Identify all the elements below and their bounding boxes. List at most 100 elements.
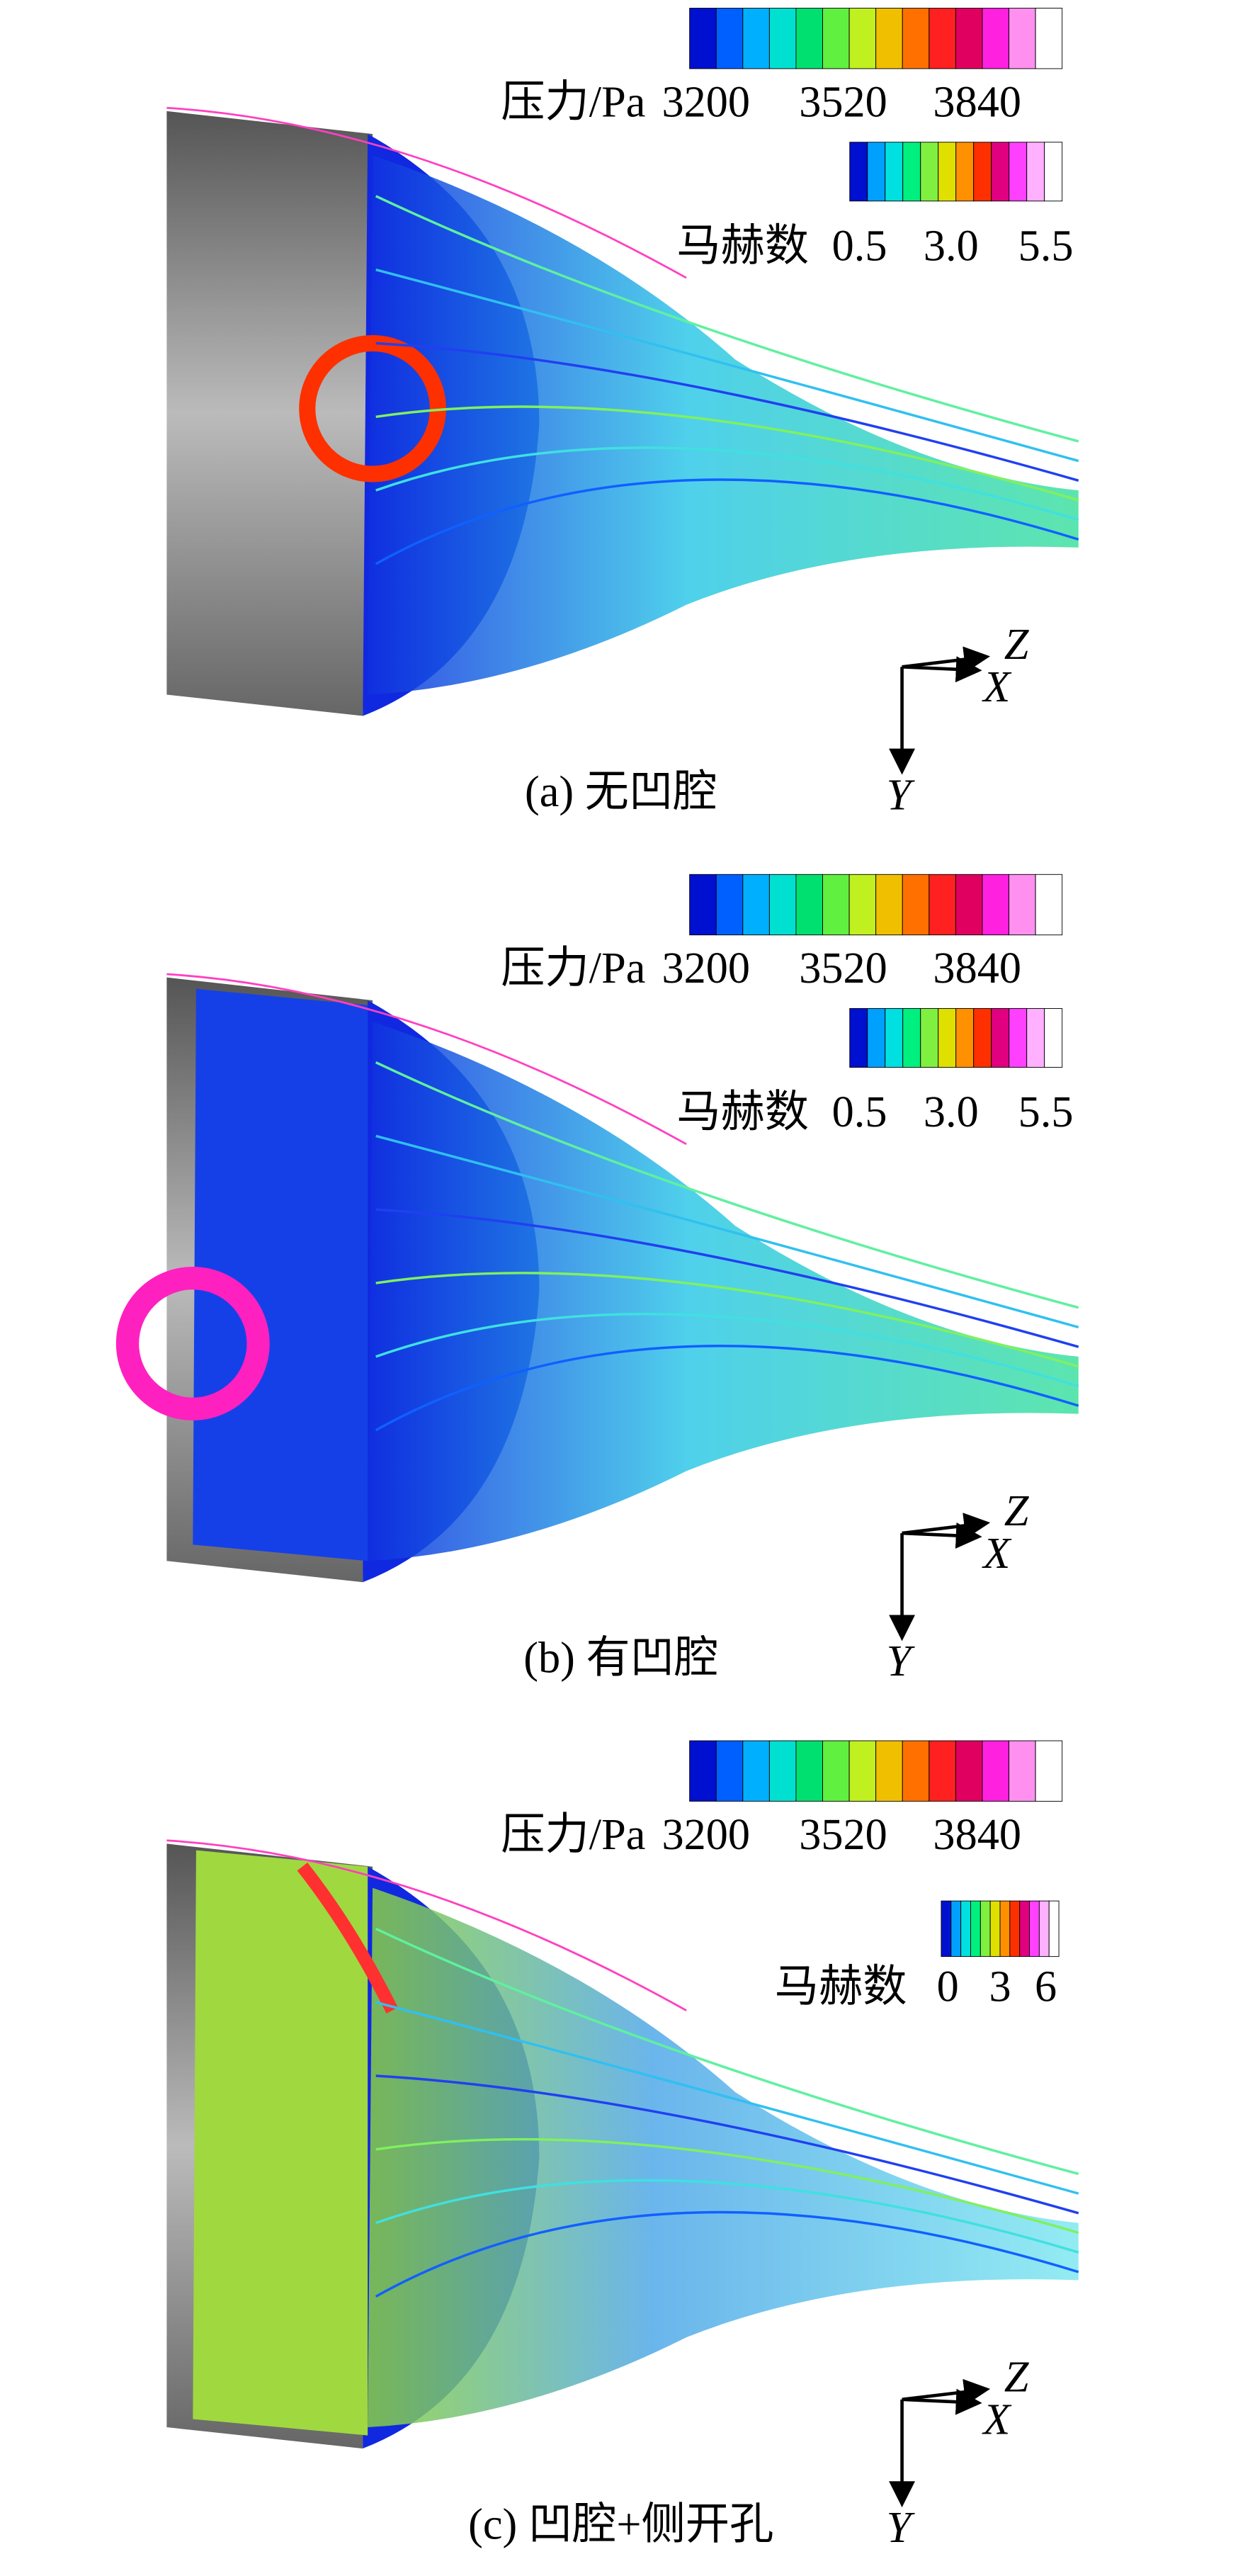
pressure-color-cell	[902, 874, 930, 936]
pressure-color-cell	[1009, 8, 1036, 69]
pressure-color-cell	[822, 874, 850, 936]
mach-legend-label: 马赫数	[775, 1962, 907, 2011]
pressure-color-cell	[875, 1740, 903, 1802]
pressure-color-cell	[955, 874, 983, 936]
pressure-color-cell	[822, 8, 850, 69]
mach-color-cell	[960, 1900, 971, 1958]
streamline	[375, 2001, 1079, 2195]
streamline	[375, 1208, 1079, 1348]
stagnation-ring	[299, 334, 446, 482]
mach-color-cell	[941, 1900, 952, 1958]
pressure-color-cell	[768, 874, 797, 936]
pressure-tick-label: 3200	[661, 1810, 750, 1859]
pressure-tick-label: 3200	[661, 77, 750, 126]
pressure-color-cell	[848, 8, 877, 69]
streamline	[375, 446, 1079, 521]
pressure-color-cell	[715, 8, 744, 69]
pressure-color-cell	[1009, 874, 1036, 936]
streamline	[375, 478, 1079, 565]
mach-tick-label: 5.5	[1018, 221, 1074, 270]
axis-y-label: Y	[887, 2503, 916, 2552]
mach-color-cell	[955, 142, 975, 202]
mach-tick-label: 3	[989, 1962, 1011, 2011]
mach-color-cell	[1009, 1900, 1021, 1958]
streamline	[375, 1134, 1079, 1329]
pressure-color-cell	[795, 874, 823, 936]
panel: 压力/Pa 3200 3520 3840 马赫数 0.5 3.0 5.5 ZX Y (b) 有凹腔	[115, 874, 1079, 1685]
mach-tick-label: 6	[1035, 1962, 1057, 2011]
mach-tick-label: 0.5	[832, 1088, 887, 1136]
pressure-color-cell	[902, 8, 930, 69]
mach-color-cell	[991, 142, 1010, 202]
pressure-color-cell	[795, 8, 823, 69]
freestream-line	[166, 973, 687, 1146]
streamline	[375, 2179, 1079, 2254]
streamline	[375, 1927, 1079, 2176]
axis-x	[902, 1523, 982, 1549]
mach-color-cell	[1038, 1900, 1050, 1958]
axis-x-label: X	[981, 662, 1012, 711]
axis-z	[902, 646, 991, 673]
axis-z-label: Z	[1004, 620, 1030, 669]
mach-color-cell	[1044, 142, 1063, 202]
streamline	[375, 1313, 1079, 1388]
pressure-color-cell	[902, 1740, 930, 1802]
pressure-color-cell	[875, 874, 903, 936]
pressure-color-cell	[929, 1740, 956, 1802]
flow-fan	[368, 1021, 1079, 1561]
body-cylinder	[166, 111, 373, 716]
pressure-color-cell	[768, 8, 797, 69]
mach-color-cell	[1009, 142, 1028, 202]
pressure-color-cell	[929, 874, 956, 936]
flow-fan	[368, 155, 1079, 695]
cavity	[193, 988, 368, 1561]
pressure-color-cell	[822, 1740, 850, 1802]
mach-color-cell	[1026, 1008, 1045, 1068]
pressure-color-cell	[795, 1740, 823, 1802]
pressure-legend-label: 压力/Pa	[501, 944, 645, 993]
pressure-color-cell	[875, 8, 903, 69]
axis-x	[902, 656, 982, 683]
streamline	[375, 2210, 1079, 2298]
pressure-tick-label: 3520	[799, 1810, 887, 1859]
mach-color-cell	[991, 1008, 1010, 1068]
mach-color-cell	[867, 1008, 886, 1068]
axis-y-label: Y	[887, 770, 916, 819]
mach-tick-label: 5.5	[1018, 1088, 1074, 1136]
streamline	[375, 1345, 1079, 1432]
mach-color-cell	[999, 1900, 1011, 1958]
pressure-tick-label: 3520	[799, 77, 887, 126]
axis-z-label: Z	[1004, 2353, 1030, 2402]
axis-z	[902, 1513, 991, 1539]
axis-z-label: Z	[1004, 1486, 1030, 1535]
pressure-color-cell	[742, 1740, 770, 1802]
pressure-color-cell	[1035, 8, 1063, 69]
mach-color-cell	[920, 1008, 939, 1068]
pressure-color-cell	[982, 874, 1010, 936]
mach-color-cell	[902, 1008, 921, 1068]
stagnation-ring	[115, 1267, 270, 1420]
caption: (b) 有凹腔	[523, 1634, 718, 1683]
caption: (a) 无凹腔	[525, 767, 717, 816]
mach-color-cell	[950, 1900, 962, 1958]
mach-color-cell	[1009, 1008, 1028, 1068]
pressure-tick-label: 3840	[933, 944, 1021, 993]
streamline	[375, 2137, 1079, 2235]
mach-color-cell	[989, 1900, 1001, 1958]
pressure-color-cell	[982, 8, 1010, 69]
mach-color-cell	[920, 142, 939, 202]
mach-color-cell	[867, 142, 886, 202]
mach-color-cell	[938, 142, 957, 202]
freestream-line	[166, 1839, 687, 2011]
pressure-color-cell	[929, 8, 956, 69]
pressure-color-cell	[1035, 1740, 1063, 1802]
mach-color-cell	[885, 142, 904, 202]
mach-color-cell	[885, 1008, 904, 1068]
streamline	[375, 1272, 1079, 1368]
axis-x-label: X	[981, 2395, 1012, 2444]
mach-color-cell	[955, 1008, 975, 1068]
mach-color-cell	[938, 1008, 957, 1068]
mach-color-cell	[979, 1900, 991, 1958]
axis-y-label: Y	[887, 1637, 916, 1685]
